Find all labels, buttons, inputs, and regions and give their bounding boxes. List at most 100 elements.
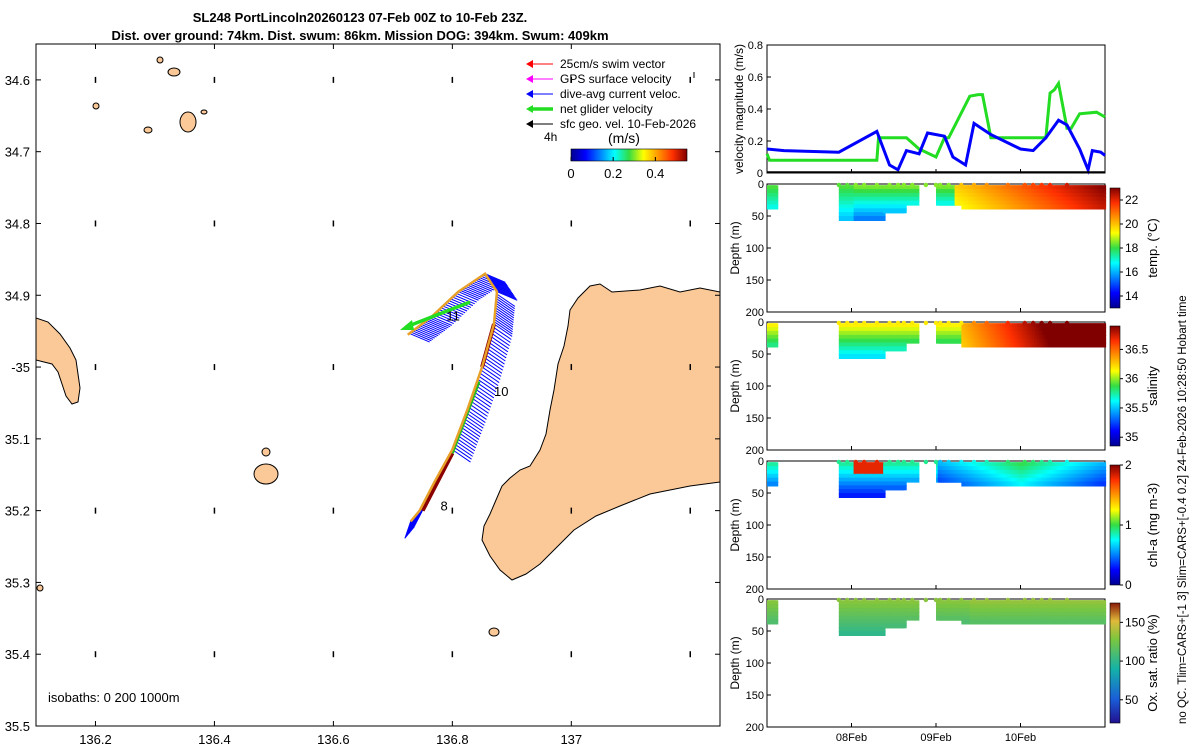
current-vector [424,321,446,331]
surface-dot [895,459,901,465]
surface-dot [861,597,867,603]
section-temperature-section: 0 50 100 150 200 Depth (m) 14 16 18 20 22 temp. (°C… [728,179,1160,319]
surface-dot [923,459,929,465]
surface-dot [1039,182,1044,188]
section-cell [1101,204,1107,210]
current-vector [484,273,506,283]
section-cell [773,462,779,468]
current-vector [440,307,462,317]
map-colorbar-tick-label: 0 [567,166,574,181]
current-vector [478,375,498,390]
current-vector [416,327,437,338]
section-cell [906,185,911,191]
surface-dot [1047,182,1053,188]
colorbar-label: Ox. sat. ratio (%) [1145,614,1160,712]
section-cell [910,473,916,479]
section-cell [902,330,907,336]
surface-dot [1030,597,1036,603]
surface-dot [1047,459,1053,465]
section-cell [914,200,920,206]
section-cell [910,189,916,195]
current-vector [471,397,490,411]
current-vector [473,391,493,405]
section-cell [910,466,916,472]
current-vector [475,279,496,290]
current-vector [477,378,497,393]
grid-markers [94,76,692,658]
section-chlorophyll-section: 0 50 100 150 200 Depth (m) 0 1 2 chl-a (mg m-3) [728,456,1160,596]
section-cell [910,462,916,468]
surface-dot [984,597,989,603]
surface-dot [1005,320,1011,326]
section-cell [914,189,920,195]
legend-arrowhead [526,105,533,113]
surface-dot [853,459,858,465]
current-vector [457,435,477,449]
current-vector [462,420,482,435]
section-ytick-label: 100 [746,381,764,393]
colorbar-tick-label: 0 [1125,578,1132,592]
section-cell [910,604,916,610]
current-vector [495,288,516,299]
section-cell [914,469,920,475]
map-panel: 8 10 11 136.2 136.4 136.6 136.8 137 34.6 34.7 34.… [5,43,721,747]
colorbar-tick-label: 35 [1125,430,1139,444]
current-vector [456,293,477,303]
legend-arrowhead [526,90,533,98]
velocity-series-line [766,118,1106,175]
current-vector [459,429,479,443]
landmass-east [481,283,720,581]
map-ytick-label: 34.6 [5,73,30,88]
surface-dot [887,320,892,326]
legend-label: net glider velocity [560,102,653,116]
surface-dot [910,182,915,188]
section-cell [773,196,779,202]
current-vector [476,382,496,396]
section-cell [906,200,911,206]
section-cell [906,462,911,468]
section-ytick-label: 0 [758,179,764,191]
section-cell [773,619,779,625]
section-cell [914,323,920,329]
day-label: 8 [440,499,447,514]
colorbar-tick-label: 1 [1125,518,1132,532]
section-cell [906,604,911,610]
current-vector [491,332,510,347]
surface-dot [1022,320,1027,326]
colorbar-tick-label: 36 [1125,372,1139,386]
colorbar-tick-label: 14 [1125,289,1139,303]
map-xtick-label: 136.8 [436,732,469,747]
colorbar-label: chl-a (mg m-3) [1145,483,1160,568]
section-colorbar [1109,602,1121,724]
section-cell [773,327,779,333]
section-cell [902,481,907,487]
section-ytick-label: 0 [758,317,764,329]
surface-dot [845,182,850,188]
current-vector [412,330,434,340]
current-vector [409,333,430,343]
current-vector [471,282,493,292]
section-cell [906,600,911,606]
surface-dot [836,182,842,188]
island [200,109,208,115]
surface-dot [933,320,939,326]
legend-label: GPS surface velocity [560,72,671,86]
section-cell [902,619,907,625]
current-vector [494,287,515,297]
map-xtick-label: 136.6 [317,732,350,747]
surface-dot [845,459,850,465]
section-xtick-label: 08Feb [836,732,867,744]
day-label: 10 [494,384,508,399]
section-cell [906,611,911,617]
island [167,67,181,77]
section-cell [914,462,920,468]
section-cell [902,607,907,613]
surface-dot [1039,320,1044,326]
section-cell [1101,200,1107,206]
section-ytick-label: 50 [752,488,764,500]
section-ytick-label: 200 [746,584,764,596]
section-cell [914,477,920,483]
current-vector [486,351,505,365]
colorbar-tick-label: 36.5 [1125,342,1149,356]
section-cell [910,185,916,191]
